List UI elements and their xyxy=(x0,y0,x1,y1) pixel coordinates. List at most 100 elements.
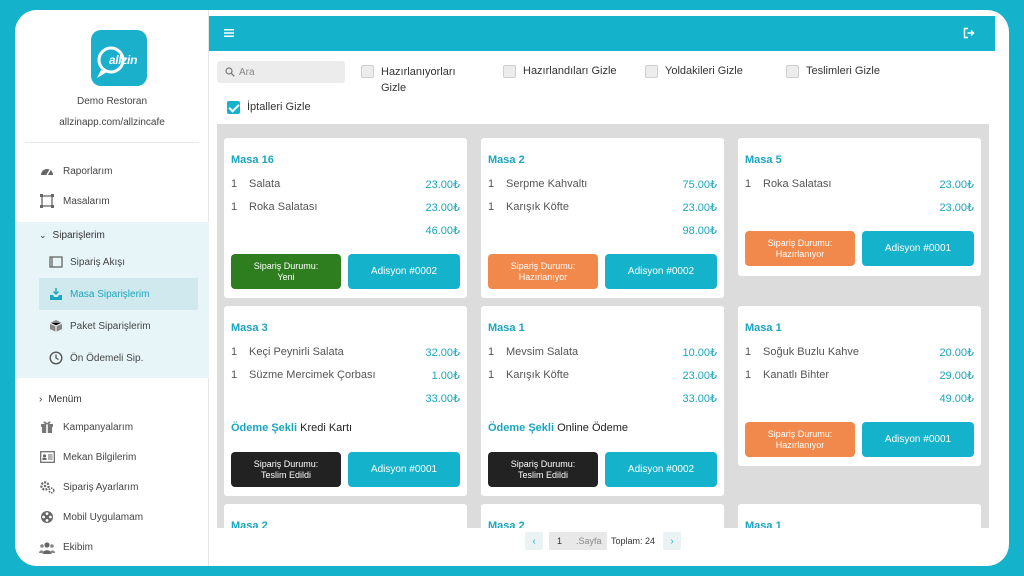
list-flow-icon xyxy=(48,255,64,269)
pagination: ‹ 1 .Sayfa Toplam: 24 › xyxy=(525,532,682,550)
order-card: Masa 5 1 Roka Salatası 23.00₺ 23.00₺ Sip… xyxy=(738,138,981,276)
sidebar-item-package-orders[interactable]: Paket Siparişlerim xyxy=(39,310,198,342)
table-frame-icon xyxy=(39,194,55,208)
sidebar-item-order-settings[interactable]: Sipariş Ayarlarım xyxy=(15,472,209,502)
sidebar-item-team[interactable]: Ekibim xyxy=(15,532,209,562)
sidebar-item-tables[interactable]: Masalarım xyxy=(15,186,209,216)
sidebar-item-mobile-app[interactable]: Mobil Uygulamam xyxy=(15,502,209,532)
sidebar-item-label: Sipariş Akışı xyxy=(70,256,126,268)
app-window: allzin Demo Restoran allzinapp.com/allzi… xyxy=(15,10,1009,566)
check-number-button[interactable]: Adisyon #0002 xyxy=(605,452,717,487)
hide-cancelled-checkbox[interactable]: İptalleri Gizle xyxy=(227,101,311,114)
payment-method-label: Ödeme Şekli xyxy=(488,422,555,434)
check-number-button[interactable]: Adisyon #0001 xyxy=(348,452,460,487)
order-line-qty: 1 xyxy=(488,178,495,190)
payment-method: Ödeme Şekli Kredi Kartı xyxy=(231,422,352,434)
sidebar-item-reports[interactable]: Raporlarım xyxy=(15,156,209,186)
sidebar: allzin Demo Restoran allzinapp.com/allzi… xyxy=(15,10,209,566)
order-status-button[interactable]: Sipariş Durumu: Teslim Edildi xyxy=(231,452,341,487)
hide-preparing-checkbox[interactable]: Hazırlanıyorları Gizle xyxy=(361,65,481,96)
page-input[interactable]: 1 .Sayfa xyxy=(549,532,607,550)
sidebar-nav: Raporlarım Masalarım ⌄ Siparişlerim Sipa… xyxy=(15,156,209,562)
order-card-title: Masa 5 xyxy=(745,154,782,166)
order-line-price: 23.00₺ xyxy=(425,202,460,214)
order-card: Masa 1 1 Mevsim Salata 10.00₺ 1 Karışık … xyxy=(481,306,724,496)
check-number-button[interactable]: Adisyon #0002 xyxy=(605,254,717,289)
orders-grid: Masa 16 1 Salata 23.00₺ 1 Roka Salatası … xyxy=(217,124,989,528)
sidebar-item-label: Mekan Bilgilerim xyxy=(63,451,137,463)
order-line-name: Karışık Köfte xyxy=(506,201,569,213)
order-line-price: 23.00₺ xyxy=(425,179,460,191)
hide-prepared-checkbox[interactable]: Hazırlandıları Gizle xyxy=(503,65,617,78)
order-card: Masa 1 1 Soğuk Buzlu Kahve 20.00₺ 1 Kana… xyxy=(738,306,981,466)
package-box-icon xyxy=(48,319,64,333)
order-total: 33.00₺ xyxy=(682,393,717,405)
order-line-price: 32.00₺ xyxy=(425,347,460,359)
checkbox-box-checked[interactable] xyxy=(227,101,240,114)
checkbox-box[interactable] xyxy=(645,65,658,78)
order-status-button[interactable]: Sipariş Durumu: Teslim Edildi xyxy=(488,452,598,487)
users-icon xyxy=(39,540,55,554)
order-line-name: Serpme Kahvaltı xyxy=(506,178,588,190)
orders-group-title: Siparişlerim xyxy=(52,229,105,241)
clock-icon xyxy=(48,351,64,365)
hamburger-menu-icon[interactable] xyxy=(223,27,235,39)
order-status-button[interactable]: Sipariş Durumu: Yeni xyxy=(231,254,341,289)
order-status-button[interactable]: Sipariş Durumu: Hazırlanıyor xyxy=(745,231,855,266)
next-page-button[interactable]: › xyxy=(663,532,682,550)
check-number-button[interactable]: Adisyon #0001 xyxy=(862,231,974,266)
hide-on-the-way-checkbox[interactable]: Yoldakileri Gizle xyxy=(645,65,743,78)
search-input[interactable] xyxy=(239,66,339,78)
payment-method-value: Online Ödeme xyxy=(557,422,629,434)
orders-group: ⌄ Siparişlerim Sipariş Akışı Masa Sipari… xyxy=(15,222,209,378)
checkbox-label: İptalleri Gizle xyxy=(247,101,311,113)
order-card: Masa 2 xyxy=(224,504,467,528)
brand-logo[interactable]: allzin xyxy=(91,30,147,86)
gift-icon xyxy=(39,420,55,434)
order-card: Masa 2 xyxy=(481,504,724,528)
menu-group-toggle[interactable]: › Menüm xyxy=(15,386,209,412)
order-line-qty: 1 xyxy=(231,201,238,213)
checkbox-box[interactable] xyxy=(786,65,799,78)
restaurant-url[interactable]: allzinapp.com/allzincafe xyxy=(59,117,165,128)
order-line-qty: 1 xyxy=(745,369,752,381)
sidebar-item-campaigns[interactable]: Kampanyalarım xyxy=(15,412,209,442)
prev-page-button[interactable]: ‹ xyxy=(525,532,543,550)
checkbox-label: Teslimleri Gizle xyxy=(806,65,880,77)
menu-group-title: Menüm xyxy=(48,393,82,405)
speedometer-icon xyxy=(39,164,55,178)
checkbox-box[interactable] xyxy=(361,65,374,78)
order-card: Masa 3 1 Keçi Peynirli Salata 32.00₺ 1 S… xyxy=(224,306,467,496)
gears-icon xyxy=(39,480,55,494)
id-card-icon xyxy=(39,450,55,464)
order-line-price: 20.00₺ xyxy=(939,347,974,359)
order-line-price: 23.00₺ xyxy=(682,202,717,214)
order-card-title: Masa 16 xyxy=(231,154,274,166)
check-number-button[interactable]: Adisyon #0001 xyxy=(862,422,974,457)
order-line-name: Soğuk Buzlu Kahve xyxy=(763,346,860,358)
sidebar-item-label: Paket Siparişlerim xyxy=(70,320,151,332)
order-line-qty: 1 xyxy=(231,346,238,358)
checkbox-label: Hazırlandıları Gizle xyxy=(523,65,617,77)
orders-group-toggle[interactable]: ⌄ Siparişlerim xyxy=(15,224,209,246)
sidebar-item-table-orders[interactable]: Masa Siparişlerim xyxy=(39,278,198,310)
order-card-title: Masa 1 xyxy=(745,520,782,528)
checkbox-box[interactable] xyxy=(503,65,516,78)
chevron-right-icon: › xyxy=(39,393,43,405)
order-status-button[interactable]: Sipariş Durumu: Hazırlanıyor xyxy=(745,422,855,457)
payment-method-value: Kredi Kartı xyxy=(300,422,353,434)
check-number-button[interactable]: Adisyon #0002 xyxy=(348,254,460,289)
top-bar xyxy=(209,16,995,51)
hide-delivered-checkbox[interactable]: Teslimleri Gizle xyxy=(786,65,880,78)
logout-icon[interactable] xyxy=(963,27,975,39)
logo-text: allzin xyxy=(108,53,138,67)
sidebar-item-prepaid-orders[interactable]: Ön Ödemeli Sip. xyxy=(39,342,198,374)
order-status-button[interactable]: Sipariş Durumu: Hazırlanıyor xyxy=(488,254,598,289)
search-box xyxy=(217,61,345,83)
order-card: Masa 2 1 Serpme Kahvaltı 75.00₺ 1 Karışı… xyxy=(481,138,724,298)
sidebar-item-venue-info[interactable]: Mekan Bilgilerim xyxy=(15,442,209,472)
logo-bubble-icon xyxy=(97,46,125,78)
sidebar-item-order-flow[interactable]: Sipariş Akışı xyxy=(39,246,198,278)
order-card-title: Masa 2 xyxy=(488,520,525,528)
order-total: 23.00₺ xyxy=(939,202,974,214)
